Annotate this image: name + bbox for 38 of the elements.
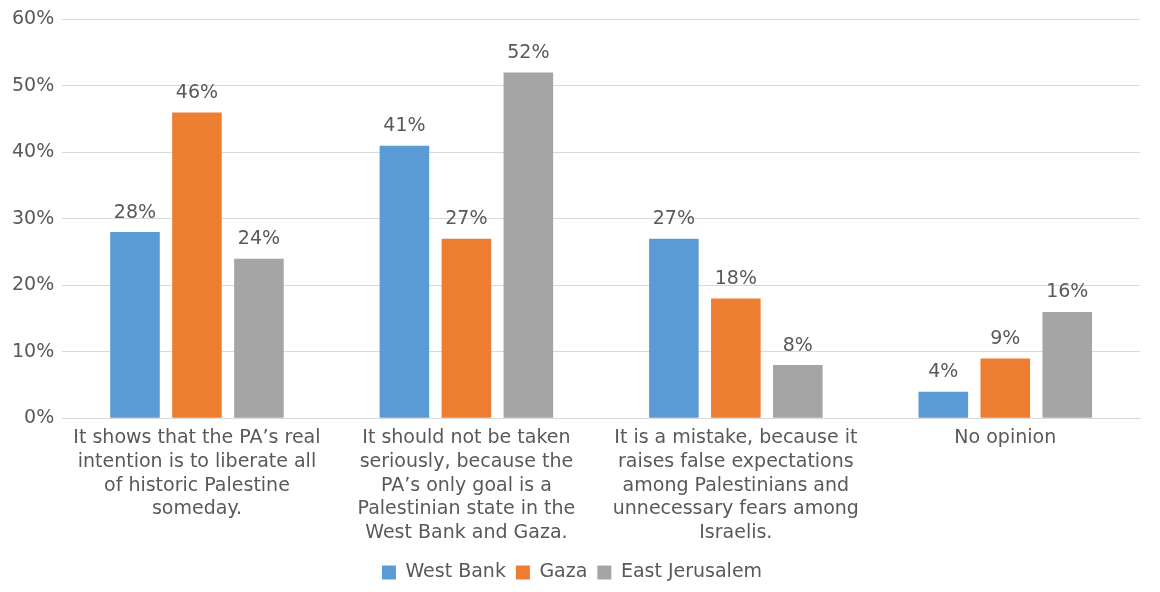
legend-label: East Jerusalem	[620, 559, 763, 582]
data-label: 8%	[782, 332, 813, 355]
x-tick-label: It should not be taken seriously, because the PA’s only goal is a Palestinian state in the West Bank and Gaza.	[357, 425, 576, 543]
x-tick-label: It shows that the PA’s real intention is to liberate all of historic Palestine someday.	[73, 425, 321, 519]
y-tick-label: 0%	[24, 405, 55, 428]
bar	[379, 145, 430, 418]
data-label: 52%	[507, 40, 550, 63]
y-tick-label: 40%	[12, 139, 55, 162]
data-label: 27%	[652, 206, 695, 229]
bar	[773, 365, 823, 418]
y-tick-label: 20%	[12, 272, 55, 295]
bar	[980, 358, 1031, 418]
y-tick-label: 60%	[12, 6, 55, 29]
y-tick-label: 30%	[12, 205, 55, 228]
y-tick-label: 10%	[12, 338, 55, 361]
bar	[649, 238, 699, 418]
data-label: 18%	[714, 266, 757, 289]
data-label: 27%	[445, 206, 488, 229]
x-tick-label: It is a mistake, because it raises false expectations among Palestinians and unnecessary fears among Israelis.	[612, 425, 859, 543]
bar	[110, 232, 160, 418]
data-label: 9%	[990, 325, 1021, 348]
bar	[172, 112, 222, 418]
data-label: 16%	[1046, 279, 1089, 302]
bar	[711, 298, 761, 418]
data-label: 24%	[237, 226, 281, 249]
data-label: 28%	[113, 199, 157, 222]
bar	[918, 391, 969, 418]
bar	[234, 258, 284, 418]
data-label: 46%	[175, 79, 219, 102]
y-tick-label: 50%	[12, 72, 55, 95]
legend-label: West Bank	[405, 559, 506, 582]
bar	[1042, 311, 1093, 418]
data-label: 4%	[928, 359, 959, 382]
bar	[503, 72, 554, 418]
bar	[441, 238, 492, 418]
legend-label: Gaza	[539, 559, 588, 582]
x-tick-label: No opinion	[954, 425, 1057, 448]
data-label: 41%	[383, 113, 426, 136]
